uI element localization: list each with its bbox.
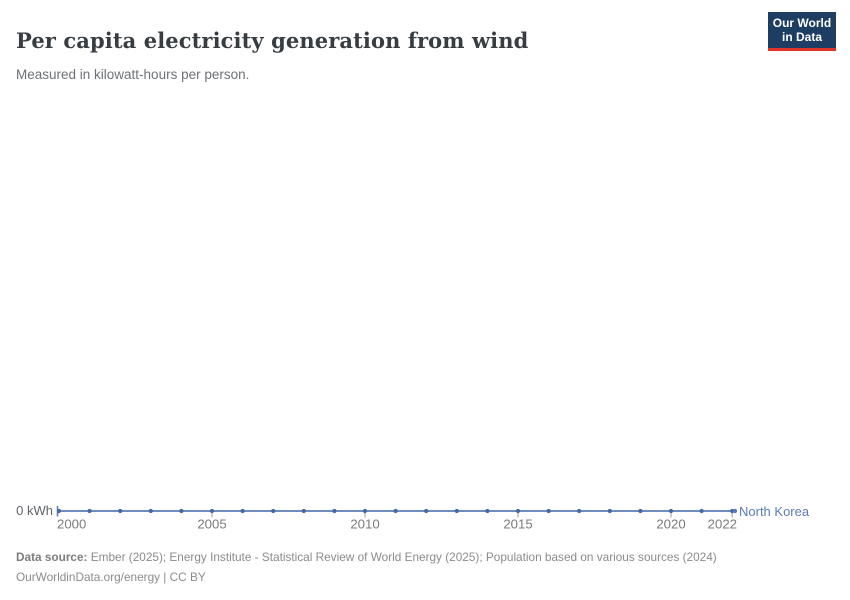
data-point-2003[interactable] — [148, 508, 153, 514]
owid-logo[interactable]: Our World in Data — [768, 12, 836, 51]
chart-footer: Data source: Ember (2025); Energy Instit… — [16, 547, 806, 587]
data-point-2007[interactable] — [271, 508, 276, 514]
data-point-2021[interactable] — [699, 508, 704, 514]
data-point-2013[interactable] — [454, 508, 459, 514]
data-point-2009[interactable] — [332, 508, 337, 514]
data-point-2004[interactable] — [179, 508, 184, 514]
license-link[interactable]: OurWorldinData.org/energy | CC BY — [16, 570, 206, 584]
data-point-2011[interactable] — [393, 508, 398, 514]
data-point-2020[interactable] — [668, 508, 674, 514]
x-tick-label: 2022 — [708, 517, 737, 532]
data-point-2001[interactable] — [87, 508, 92, 514]
y-axis-zero-label: 0 kWh — [16, 503, 53, 518]
data-point-2002[interactable] — [118, 508, 123, 514]
data-point-2008[interactable] — [301, 508, 306, 514]
x-tick-label: 2000 — [57, 517, 86, 532]
data-point-2016[interactable] — [546, 508, 551, 514]
data-point-2015[interactable] — [515, 508, 521, 514]
chart-title: Per capita electricity generation from w… — [16, 28, 529, 54]
data-point-2012[interactable] — [424, 508, 429, 514]
x-tick-label: 2010 — [350, 517, 379, 532]
x-tick-label: 2015 — [503, 517, 532, 532]
owid-logo-line2: in Data — [781, 30, 822, 44]
data-source-line: Data source: Ember (2025); Energy Instit… — [16, 547, 806, 567]
line-end-dot — [732, 508, 738, 514]
license-line: OurWorldinData.org/energy | CC BY — [16, 567, 806, 587]
series-label-north-korea: North Korea — [739, 504, 810, 519]
data-source-label: Data source: — [16, 550, 88, 564]
owid-logo-line1: Our World — [772, 16, 832, 30]
x-tick-label: 2020 — [656, 517, 685, 532]
x-tick-label: 2005 — [197, 517, 226, 532]
data-point-2017[interactable] — [577, 508, 582, 514]
data-source-text: Ember (2025); Energy Institute - Statist… — [87, 550, 717, 564]
data-point-2005[interactable] — [209, 508, 215, 514]
data-point-2010[interactable] — [362, 508, 368, 514]
data-point-2019[interactable] — [638, 508, 643, 514]
chart-subtitle: Measured in kilowatt-hours per person. — [16, 66, 250, 82]
data-point-2014[interactable] — [485, 508, 490, 514]
data-point-2000[interactable] — [56, 508, 62, 514]
data-point-2018[interactable] — [607, 508, 612, 514]
data-point-2006[interactable] — [240, 508, 245, 514]
